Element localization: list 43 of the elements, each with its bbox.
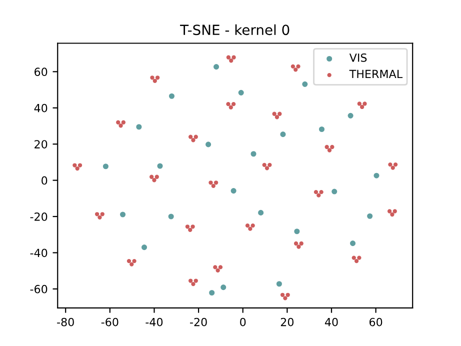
- point: [374, 172, 380, 178]
- y-tick-label: -20: [30, 212, 48, 221]
- point: [220, 284, 226, 290]
- x-tick-label: -40: [146, 318, 163, 326]
- point: [206, 142, 212, 148]
- point: [258, 210, 264, 216]
- point: [168, 93, 175, 99]
- y-tick-label: 60: [34, 68, 48, 76]
- point: [294, 228, 300, 234]
- chart-title: T-SNE - kernel 0: [180, 24, 290, 36]
- point: [120, 212, 126, 218]
- point: [209, 290, 215, 296]
- point: [280, 132, 286, 138]
- x-tick-label: 20: [280, 318, 294, 326]
- x-tick-label: -20: [190, 318, 207, 326]
- x-tick-label: 40: [324, 318, 338, 326]
- y-tick-label: 40: [34, 104, 48, 112]
- y-tick-label: -60: [30, 284, 48, 294]
- point: [230, 188, 236, 194]
- point: [136, 124, 142, 130]
- x-tick-label: -80: [57, 318, 74, 326]
- x-tick-label: 0: [240, 318, 246, 326]
- point: [250, 151, 256, 157]
- point: [367, 213, 373, 219]
- y-tick-label: 20: [34, 140, 48, 148]
- x-tick-label: -60: [101, 318, 118, 326]
- point: [318, 126, 325, 132]
- legend-label: THERMAL: [349, 70, 403, 78]
- point: [157, 163, 163, 169]
- legend-label: VIS: [349, 53, 367, 62]
- point: [332, 188, 338, 194]
- y-tick-label: -40: [30, 248, 48, 258]
- point: [302, 81, 308, 87]
- point: [141, 244, 148, 250]
- point: [168, 214, 174, 220]
- point: [238, 90, 244, 96]
- point: [102, 164, 108, 170]
- y-tick-label: 0: [42, 176, 48, 185]
- x-tick-label: 60: [370, 318, 382, 326]
- point: [348, 112, 354, 118]
- point: [276, 281, 282, 287]
- point: [214, 64, 220, 70]
- point: [350, 240, 356, 246]
